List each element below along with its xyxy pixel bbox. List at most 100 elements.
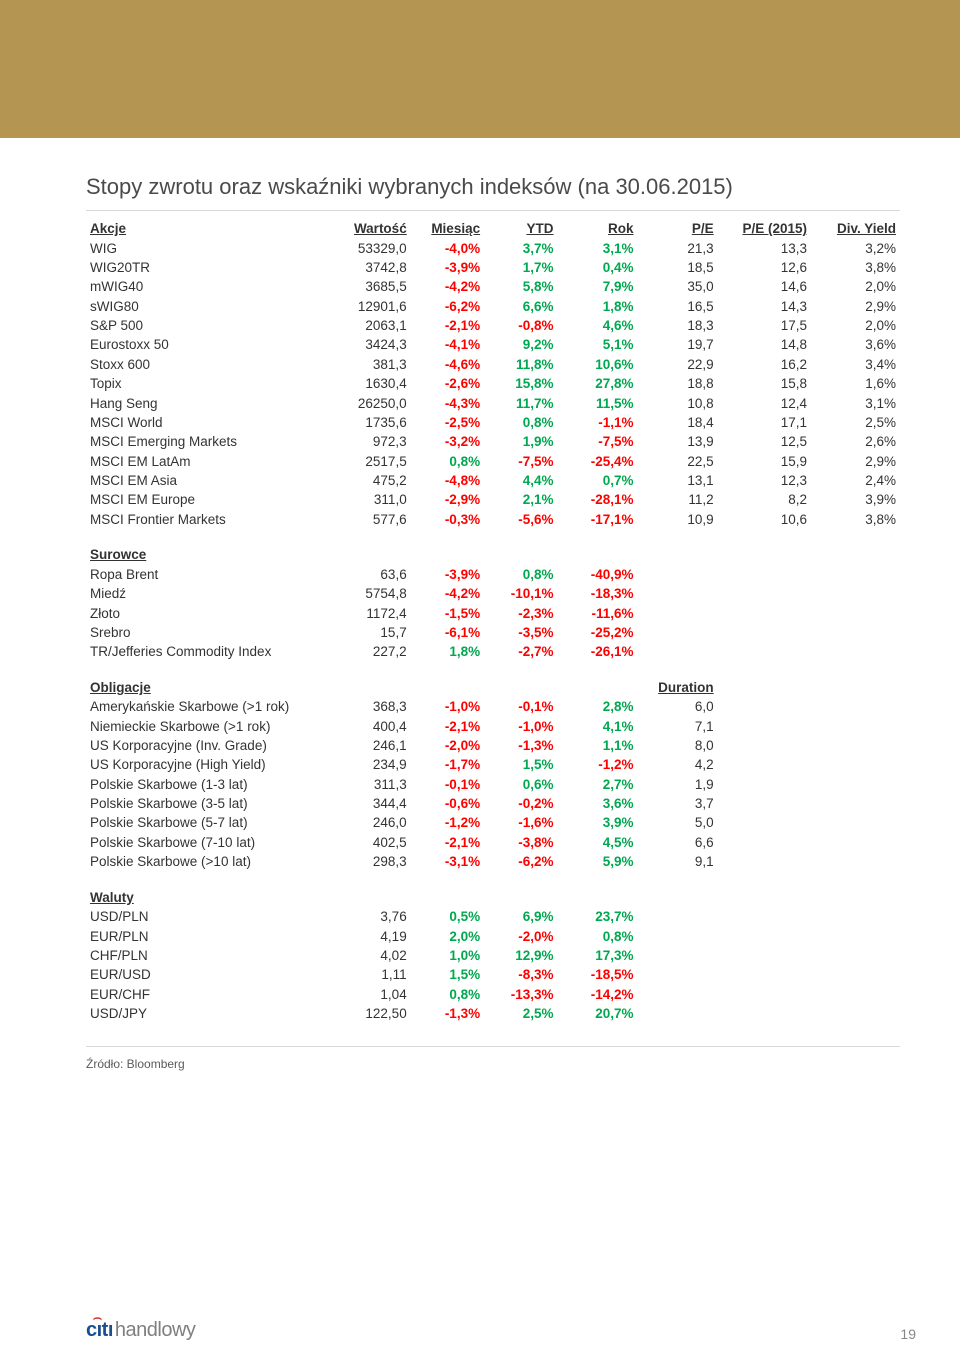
cell-value: -1,6%: [484, 813, 557, 832]
cell-value: -0,1%: [484, 697, 557, 716]
cell-value: 2,9%: [811, 297, 900, 316]
cell-value: -18,3%: [557, 584, 637, 603]
cell-value: -1,7%: [411, 755, 484, 774]
cell-value: -0,8%: [484, 316, 557, 335]
cell-value: [811, 794, 900, 813]
cell-value: [718, 623, 811, 642]
cell-value: 15,8%: [484, 374, 557, 393]
cell-value: 0,5%: [411, 907, 484, 926]
row-name: MSCI EM Europe: [86, 490, 331, 509]
cell-value: 7,1: [638, 716, 718, 735]
cell-value: 3,2%: [811, 238, 900, 257]
cell-value: 3,7%: [484, 238, 557, 257]
table-row: EUR/CHF1,040,8%-13,3%-14,2%: [86, 984, 900, 1003]
page-title: Stopy zwrotu oraz wskaźniki wybranych in…: [86, 174, 900, 200]
table-row: MSCI EM LatAm2517,50,8%-7,5%-25,4%22,515…: [86, 452, 900, 471]
cell-value: -25,4%: [557, 452, 637, 471]
cell-value: 2,6%: [811, 432, 900, 451]
page-footer: cıtı⌢handlowy 19: [86, 1319, 916, 1342]
cell-value: 0,8%: [484, 565, 557, 584]
cell-value: 344,4: [331, 794, 411, 813]
col-header: YTD: [484, 219, 557, 238]
cell-value: [811, 1004, 900, 1023]
title-rule: [86, 210, 900, 211]
col-header: P/E: [638, 219, 718, 238]
page-content: Stopy zwrotu oraz wskaźniki wybranych in…: [0, 138, 960, 1071]
row-name: WIG: [86, 238, 331, 257]
cell-value: 10,8: [638, 393, 718, 412]
cell-value: 5,0: [638, 813, 718, 832]
table-row: MSCI Emerging Markets972,3-3,2%1,9%-7,5%…: [86, 432, 900, 451]
cell-value: 11,5%: [557, 393, 637, 412]
cell-value: [718, 926, 811, 945]
cell-value: 22,9: [638, 355, 718, 374]
header-color-band: [0, 0, 960, 138]
cell-value: [718, 1004, 811, 1023]
cell-value: 1,8%: [411, 642, 484, 661]
cell-value: -2,0%: [484, 926, 557, 945]
cell-value: 1,11: [331, 965, 411, 984]
cell-value: 10,9: [638, 510, 718, 529]
cell-value: 13,9: [638, 432, 718, 451]
cell-value: 1,6%: [811, 374, 900, 393]
page-number: 19: [900, 1326, 916, 1342]
cell-value: 381,3: [331, 355, 411, 374]
table-row: MSCI EM Asia475,2-4,8%4,4%0,7%13,112,32,…: [86, 471, 900, 490]
cell-value: 3,76: [331, 907, 411, 926]
cell-value: 227,2: [331, 642, 411, 661]
row-name: US Korporacyjne (Inv. Grade): [86, 736, 331, 755]
cell-value: 311,0: [331, 490, 411, 509]
cell-value: 2,5%: [484, 1004, 557, 1023]
row-name: Polskie Skarbowe (7-10 lat): [86, 833, 331, 852]
cell-value: 1172,4: [331, 603, 411, 622]
table-row: Amerykańskie Skarbowe (>1 rok)368,3-1,0%…: [86, 697, 900, 716]
cell-value: [811, 926, 900, 945]
cell-value: -4,6%: [411, 355, 484, 374]
cell-value: 11,8%: [484, 355, 557, 374]
cell-value: [718, 794, 811, 813]
row-name: MSCI Emerging Markets: [86, 432, 331, 451]
row-name: MSCI Frontier Markets: [86, 510, 331, 529]
cell-value: -3,9%: [411, 258, 484, 277]
cell-value: 0,7%: [557, 471, 637, 490]
cell-value: 21,3: [638, 238, 718, 257]
cell-value: 6,6: [638, 833, 718, 852]
row-name: US Korporacyjne (High Yield): [86, 755, 331, 774]
cell-value: -1,2%: [411, 813, 484, 832]
cell-value: [718, 565, 811, 584]
cell-value: [718, 716, 811, 735]
table-row: Stoxx 600381,3-4,6%11,8%10,6%22,916,23,4…: [86, 355, 900, 374]
table-row: WIG20TR3742,8-3,9%1,7%0,4%18,512,63,8%: [86, 258, 900, 277]
cell-value: 23,7%: [557, 907, 637, 926]
cell-value: [638, 926, 718, 945]
cell-value: 0,8%: [484, 413, 557, 432]
cell-value: 3,6%: [811, 335, 900, 354]
cell-value: 3,8%: [811, 258, 900, 277]
cell-value: 1,0%: [411, 946, 484, 965]
cell-value: 14,3: [718, 297, 811, 316]
section-header: Obligacje: [86, 666, 331, 697]
cell-value: -2,6%: [411, 374, 484, 393]
cell-value: [718, 813, 811, 832]
cell-value: 63,6: [331, 565, 411, 584]
table-row: Topix1630,4-2,6%15,8%27,8%18,815,81,6%: [86, 374, 900, 393]
cell-value: [718, 946, 811, 965]
cell-value: 13,3: [718, 238, 811, 257]
cell-value: 6,6%: [484, 297, 557, 316]
cell-value: [811, 697, 900, 716]
cell-value: 1630,4: [331, 374, 411, 393]
cell-value: -11,6%: [557, 603, 637, 622]
cell-value: 16,2: [718, 355, 811, 374]
cell-value: 3685,5: [331, 277, 411, 296]
cell-value: -1,2%: [557, 755, 637, 774]
row-name: Stoxx 600: [86, 355, 331, 374]
cell-value: 20,7%: [557, 1004, 637, 1023]
cell-value: [718, 697, 811, 716]
table-row: Miedź5754,8-4,2%-10,1%-18,3%: [86, 584, 900, 603]
cell-value: -1,5%: [411, 603, 484, 622]
cell-value: -1,0%: [484, 716, 557, 735]
cell-value: 1,7%: [484, 258, 557, 277]
cell-value: -2,1%: [411, 316, 484, 335]
cell-value: -6,2%: [484, 852, 557, 871]
cell-value: 311,3: [331, 775, 411, 794]
